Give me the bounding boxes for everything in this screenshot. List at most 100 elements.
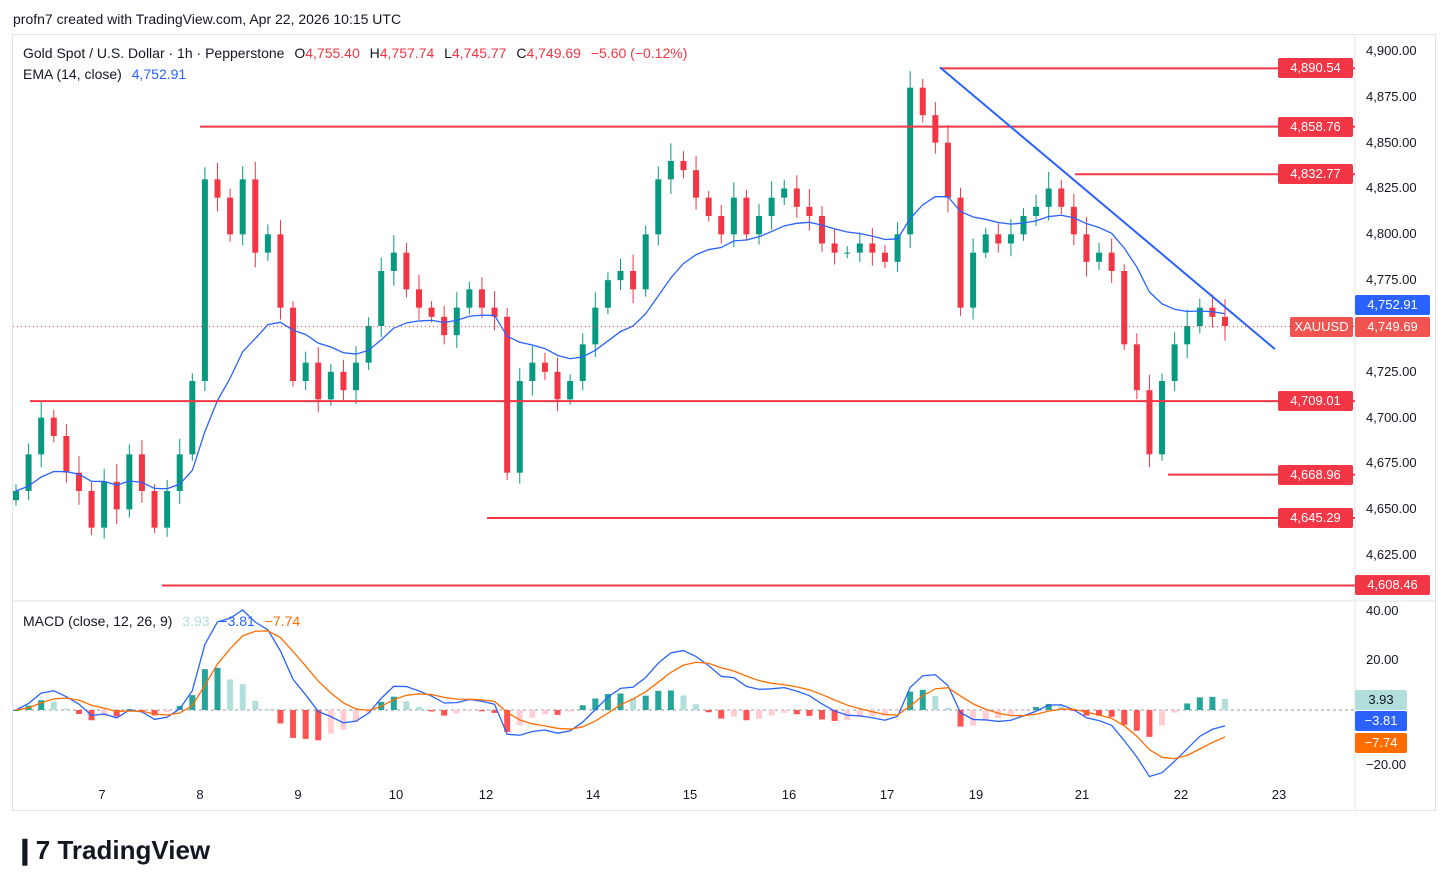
- macd-histogram-bar: [1184, 703, 1191, 710]
- macd-histogram-bar: [164, 710, 171, 713]
- candle-body: [592, 307, 599, 345]
- macd-value-tag: −7.74: [1355, 733, 1407, 753]
- candle-body: [781, 188, 788, 198]
- candle-body: [50, 417, 57, 436]
- candle-body: [819, 215, 825, 244]
- macd-histogram-bar: [201, 669, 208, 710]
- macd-histogram-bar: [189, 695, 196, 710]
- candle-body: [768, 197, 775, 216]
- tradingview-logo[interactable]: ❙7 TradingView: [14, 835, 210, 866]
- time-tick: 14: [585, 787, 601, 802]
- last-price-tag: 4,749.69: [1355, 316, 1430, 337]
- time-tick: 16: [781, 787, 797, 802]
- candle-body: [340, 371, 347, 391]
- time-tick: 21: [1074, 787, 1090, 802]
- macd-histogram-bar: [768, 710, 775, 716]
- macd-histogram-bar: [13, 710, 19, 711]
- candle-body: [579, 344, 586, 381]
- candle-body: [856, 243, 863, 253]
- macd-histogram-bar: [38, 700, 45, 710]
- price-tick: 4,725.00: [1366, 363, 1417, 379]
- macd-histogram-bar: [416, 707, 422, 710]
- low-label: L: [444, 45, 452, 61]
- candle-body: [982, 234, 989, 253]
- macd-histogram-bar: [453, 710, 460, 714]
- close-value: 4,749.69: [526, 45, 581, 61]
- candle-body: [730, 197, 737, 235]
- candle-body: [932, 115, 939, 143]
- candle-body: [567, 380, 574, 400]
- candle-body: [869, 243, 876, 253]
- macd-histogram-bar: [290, 710, 297, 738]
- ema-legend[interactable]: EMA (14, close) 4,752.91: [23, 66, 186, 82]
- candle-body: [38, 417, 45, 455]
- macd-histogram-bar: [944, 707, 951, 710]
- macd-tick: 20.00: [1366, 652, 1399, 667]
- candle-body: [491, 307, 498, 317]
- macd-histogram-bar: [1209, 696, 1216, 710]
- symbol-name[interactable]: Gold Spot / U.S. Dollar · 1h · Peppersto…: [23, 45, 285, 61]
- macd-histogram-bar: [1133, 710, 1140, 731]
- macd-label: MACD (close, 12, 26, 9): [23, 613, 173, 629]
- candle-body: [75, 472, 82, 491]
- macd-histogram-bar: [856, 710, 863, 718]
- candle-body: [252, 179, 259, 253]
- macd-histogram-bar: [592, 698, 599, 710]
- candle-body: [13, 490, 19, 501]
- candle-body: [894, 234, 901, 262]
- time-tick: 10: [388, 787, 404, 802]
- candle-body: [693, 170, 700, 198]
- candle-body: [793, 188, 800, 207]
- macd-histogram-bar: [441, 710, 448, 716]
- macd-histogram-bar: [138, 710, 145, 711]
- change-value: −5.60 (−0.12%): [590, 45, 688, 61]
- level-price-tag: 4,832.77: [1278, 164, 1353, 185]
- ema-price-tag: 4,752.91: [1355, 294, 1430, 315]
- price-tick: 4,775.00: [1366, 272, 1417, 288]
- macd-histogram-bar: [1222, 698, 1228, 710]
- macd-histogram-bar: [403, 701, 410, 710]
- macd-histogram-bar: [869, 710, 876, 717]
- logo-text: TradingView: [57, 835, 211, 865]
- macd-histogram-bar: [894, 710, 901, 712]
- candle-body: [806, 206, 813, 216]
- close-label: C: [516, 45, 527, 61]
- macd-histogram-bar: [504, 710, 511, 732]
- candle-body: [1184, 325, 1191, 345]
- macd-histogram-bar: [806, 710, 813, 716]
- candle-body: [138, 454, 145, 491]
- macd-line: [15, 609, 1226, 778]
- price-tick: 4,700.00: [1366, 409, 1417, 425]
- macd-line-value: −3.81: [219, 613, 255, 629]
- symbol-tag: XAUUSD: [1290, 316, 1353, 337]
- candle-body: [1159, 380, 1166, 455]
- candle-body: [617, 270, 624, 281]
- level-price-tag: 4,668.96: [1278, 464, 1353, 485]
- candle-body: [1058, 188, 1065, 207]
- macd-histogram-bar: [567, 710, 574, 712]
- candle-body: [1133, 344, 1140, 391]
- candle-body: [1146, 390, 1153, 455]
- macd-histogram-bar: [756, 710, 763, 719]
- macd-histogram-bar: [1196, 697, 1203, 710]
- ema-label: EMA (14, close): [23, 66, 122, 82]
- candle-body: [227, 197, 234, 235]
- candle-body: [844, 252, 851, 254]
- macd-histogram-bar: [478, 710, 485, 712]
- candle-body: [390, 252, 397, 271]
- macd-legend[interactable]: MACD (close, 12, 26, 9) 3.93 −3.81 −7.74: [23, 613, 300, 629]
- price-tick: 4,850.00: [1366, 134, 1417, 150]
- macd-histogram-bar: [1096, 710, 1103, 716]
- macd-histogram-bar: [1146, 710, 1153, 737]
- time-tick: 12: [478, 787, 494, 802]
- macd-histogram-bar: [995, 710, 1002, 719]
- macd-histogram-bar: [554, 710, 561, 715]
- candle-body: [239, 179, 246, 235]
- macd-histogram-bar: [428, 710, 435, 712]
- macd-histogram-bar: [1007, 710, 1014, 715]
- candle-body: [881, 252, 888, 262]
- candle-body: [541, 362, 548, 372]
- candle-body: [680, 160, 687, 171]
- macd-histogram-bar: [50, 701, 57, 710]
